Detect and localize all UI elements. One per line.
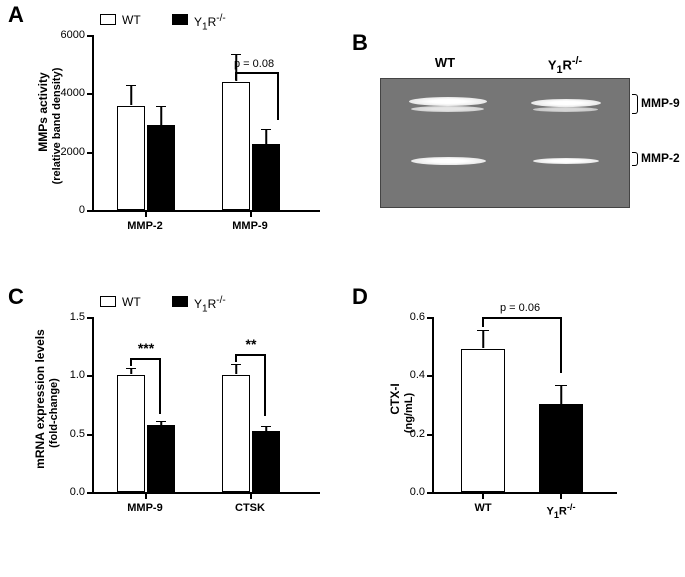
panel-d-label: D [352,284,368,310]
chart-c-ytitle2: (fold-change) [48,323,60,503]
panel-b-label: B [352,30,368,56]
legend-c-ko-box [172,296,188,307]
bar-d-wt [461,349,505,492]
chart-a-ytitle2: (relative band density) [51,41,63,211]
panel-a-label: A [8,2,24,28]
bar-a-mmp2-wt [117,106,145,210]
sig-c-mmp9: *** [126,340,166,356]
ytick-a-3: 6000 [50,29,85,41]
chart-d-pval: p = 0.06 [500,302,540,314]
legend-c-ko-text: Y1R-/- [194,295,226,314]
ytick-c-2: 1.0 [60,369,85,381]
chart-a-ytitle1: MMPs activity [36,27,50,197]
chart-d-ytitle1: CTX-I [388,349,402,449]
gel-row-mmp9: MMP-9 [641,96,680,110]
legend-ko-box [172,14,188,25]
chart-c-ytitle1: mRNA expression levels [33,309,47,489]
chart-a-pval: p = 0.08 [234,58,274,70]
legend-c-wt-text: WT [122,295,141,309]
chart-a-plot [92,35,320,210]
legend-wt-text: WT [122,13,141,27]
ytick-d-3: 0.6 [400,311,425,323]
chart-d-yaxis [432,317,434,492]
xlabel-c-ctsk: CTSK [220,502,280,514]
chart-d-ytitle2: (ng/mL) [403,363,415,463]
chart-c-xaxis [92,492,320,494]
ytick-c-1: 0.5 [60,428,85,440]
bar-c-ctsk-ko [252,431,280,492]
chart-a-yaxis [92,35,94,210]
sig-c-ctsk: ** [233,336,269,352]
bar-a-mmp9-wt [222,82,250,210]
bar-c-ctsk-wt [222,375,250,492]
ytick-c-0: 0.0 [60,486,85,498]
bar-d-ko [539,404,583,492]
chart-a-xaxis [92,210,320,212]
xlabel-d-ko: Y1R-/- [530,502,592,520]
legend-wt-box [100,14,116,25]
gel-col-wt: WT [405,55,485,70]
legend-c-wt-box [100,296,116,307]
bar-c-mmp9-ko [147,425,175,492]
ytick-d-0: 0.0 [400,486,425,498]
legend-ko-text: Y1R-/- [194,13,226,32]
bar-a-mmp2-ko [147,125,175,210]
bar-a-mmp9-ko [252,144,280,210]
bar-c-mmp9-wt [117,375,145,492]
chart-d-xaxis [432,492,617,494]
gel-row-mmp2: MMP-2 [641,151,680,165]
gel-col-ko: Y1R-/- [525,55,605,76]
xlabel-d-wt: WT [455,502,511,514]
xlabel-a-mmp9: MMP-9 [220,220,280,232]
chart-d-plot [432,317,617,492]
chart-c-yaxis [92,317,94,492]
panel-c-label: C [8,284,24,310]
xlabel-c-mmp9: MMP-9 [115,502,175,514]
ytick-a-0: 0 [60,204,85,216]
xlabel-a-mmp2: MMP-2 [115,220,175,232]
gel-image [380,78,630,208]
ytick-c-3: 1.5 [60,311,85,323]
